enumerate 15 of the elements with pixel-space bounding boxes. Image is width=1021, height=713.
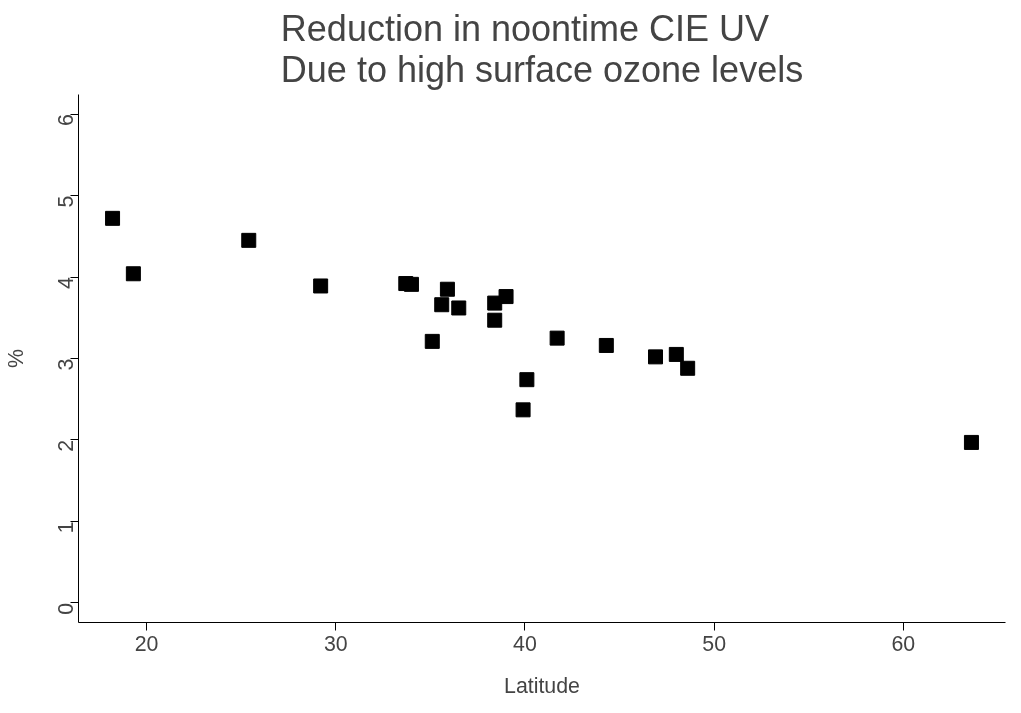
x-tick-label: 20 [134,631,159,656]
y-axis-title: % [3,348,28,368]
x-axis-title: Latitude [504,673,580,698]
y-tick-label: 0 [54,602,78,615]
y-tick-label: 4 [54,276,78,289]
x-tick-label: 50 [702,631,727,656]
y-tick-label: 2 [54,439,78,452]
x-tick-label: 40 [513,631,537,656]
y-tick-label: 3 [54,358,78,371]
chart-title: Reduction in noontime CIE UV Due to high surface ozone levels [280,7,804,90]
y-tick-label: 6 [54,114,78,126]
y-tick-label: 5 [54,195,78,208]
y-tick-label: 1 [54,521,78,534]
x-tick-label: 60 [891,631,916,656]
x-tick-label: 30 [323,631,348,656]
